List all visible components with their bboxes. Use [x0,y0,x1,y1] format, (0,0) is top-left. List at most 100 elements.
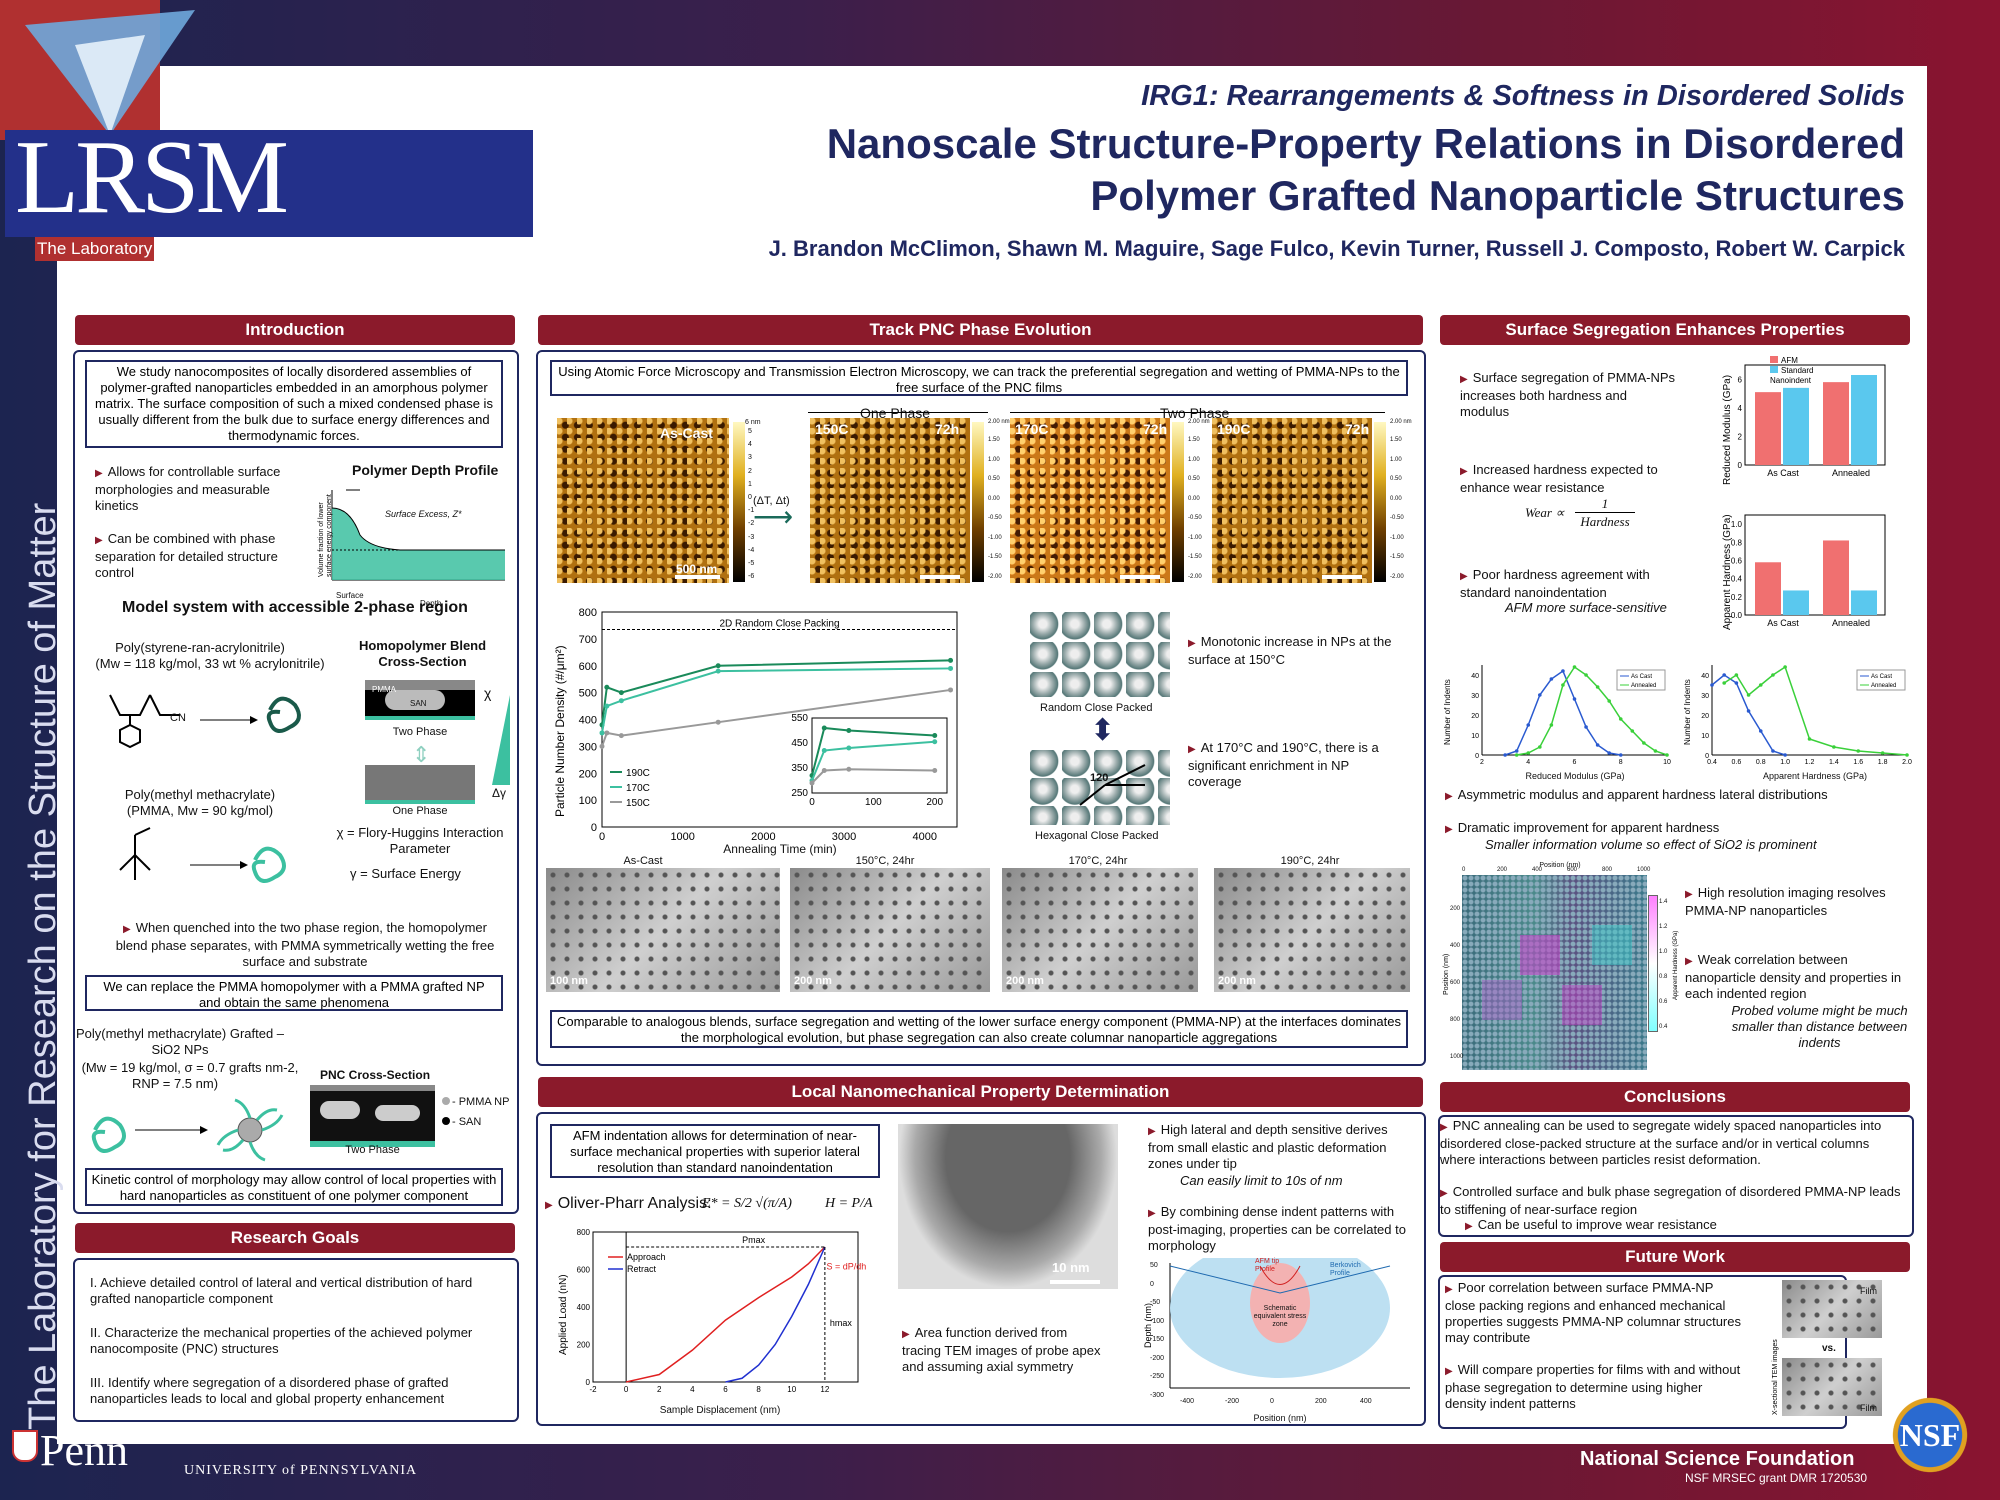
hist1-point-1 [1642,741,1646,745]
map-ylabel: Position (nm) [1443,953,1450,995]
grafted-np-icon [91,1098,284,1162]
rcp-label: Random Close Packed [1040,702,1153,714]
map-ytick: 400 [1450,943,1461,949]
map-ytick: 800 [1450,1017,1461,1023]
cb1-tick: 1 [748,480,752,488]
triangle-logo-icon [25,10,195,135]
density-ytick: 500 [579,688,597,700]
density-point-190C [618,690,624,696]
density-ytick: 300 [579,741,597,753]
hist2-xtick: 0.4 [1707,759,1717,766]
density-ytick: 700 [579,634,597,646]
cb-tick: -1.00 [988,534,1002,541]
rm-chart-bar-As Cast-0 [1755,392,1781,465]
goal-1: I. Achieve detailed control of lateral a… [90,1275,473,1306]
authors: J. Brandon McClimon, Shawn M. Maguire, S… [768,236,1905,261]
tem-scale-2: 200 nm [794,975,832,987]
op-xlabel: Sample Displacement (nm) [659,1405,781,1416]
hist1-point-1 [1538,745,1542,749]
afm-150c-temp: 150C [815,421,849,437]
quench-text: When quenched into the two phase region,… [110,920,500,970]
op-xtick: 4 [690,1385,695,1394]
hex-angle-icon [1079,764,1146,806]
hist1-point-1 [1595,685,1600,689]
hardness-map-hot-3 [1562,985,1602,1025]
op-label: Oliver-Pharr Analysis: [545,1196,712,1214]
pnc-title: PNC Cross-Section [320,1068,431,1082]
modulus-histogram: 0 10 20 30 40 2 4 6 8 10 As Cast Annealed [1471,665,1671,766]
cb1-tick: -1 [748,507,755,515]
rm-legend-afm-text: AFM [1781,356,1798,365]
hardness-map [1462,875,1647,1070]
poster-title-line1: Nanoscale Structure-Property Relations i… [826,120,1905,167]
cb-tick: 1.50 [1390,437,1402,443]
inset-xtick: 0 [809,797,815,808]
hist1-point-1 [1549,723,1554,727]
anneal-arrow-label: (ΔT, Δt) [753,495,790,507]
density-ytick: 400 [579,715,597,727]
hist1-ytick: 40 [1471,673,1479,680]
density-point-150C [618,733,624,739]
two-phase-cross-section [365,680,475,720]
inset-point-190C [821,725,827,731]
hist1-legend-ann: Annealed [1631,683,1656,689]
cb-tick: -2.00 [1188,573,1202,580]
area-fn-bullet: Area function derived from tracing TEM i… [902,1325,1102,1375]
intro-summary: We study nanocomposites of locally disor… [85,360,503,448]
cb1-tick: 0 [748,494,752,501]
one-phase-cross-section [365,765,475,804]
map-xtick: 400 [1532,867,1543,873]
lrsm-logo-block: Materials Research Science & Engineering… [0,0,550,261]
hist1-point-0 [1595,743,1600,747]
hist2-legend-cast: As Cast [1871,674,1892,680]
ah-chart-ytick: 0.0 [1731,611,1743,620]
depth-xlabel: Position (nm) [1253,1413,1307,1423]
hardness-map-cool [1592,925,1632,965]
density-legend-190C: 190C [626,768,650,779]
blend-pmma-label: PMMA [372,685,396,694]
cb-tick: 0.50 [1390,476,1402,482]
cb-tick: 1.50 [1188,437,1200,443]
surface-bullet-1: Surface segregation of PMMA-NPs increase… [1460,370,1675,420]
hist1-ytick: 30 [1471,693,1479,700]
op-xtick: -2 [589,1385,597,1394]
rm-chart-cat: Annealed [1832,468,1870,478]
conclusion-2: Controlled surface and bulk phase segreg… [1440,1184,1905,1218]
cb-tick: -1.50 [1188,554,1202,560]
map-xtick: 1000 [1637,867,1651,873]
hist2-point-0 [1746,709,1751,713]
san-props: (Mw = 118 kg/mol, 33 wt % acrylonitrile) [95,656,325,671]
op-legend-retract: Retract [627,1264,657,1274]
inset-point-150C [821,768,827,773]
nsf-logo-text: NSF [1899,1416,1961,1453]
hist2-xtick: 0.6 [1732,759,1742,766]
afm-colorbar-4 [1374,422,1386,582]
inset-ytick: 250 [791,788,808,799]
inset-series-150C [811,768,935,784]
density-point-170C [715,668,721,674]
map-colorbar [1648,895,1658,1032]
hist2-point-1 [1880,751,1885,755]
op-s-label: S = dP/dh [827,1262,867,1272]
hist2-xlabel: Apparent Hardness (GPa) [1762,771,1868,781]
ah-chart-ytick: 1.0 [1731,520,1743,529]
san-blob [385,690,445,710]
random-packed-spheres [1030,612,1170,697]
reduced-modulus-chart: 0 2 4 6 As Cast Annealed [1738,364,1886,478]
cb1-tick: -3 [748,533,755,541]
op-ytick: 400 [577,1303,591,1312]
goals-panel [73,1258,519,1422]
berkovich-label: Berkovich Profile [1330,1262,1361,1277]
density-legend-150C: 150C [626,798,650,809]
depth-profile-ylabel: Volume fraction of lower surface energy … [318,494,333,577]
future-film-2: Film [1860,1403,1877,1413]
op-legend-approach: Approach [627,1252,666,1262]
hist1-point-0 [1503,753,1507,757]
density-ytick: 200 [579,768,597,780]
probe-scalebar [1050,1280,1100,1284]
tem-image-as-cast [546,868,780,992]
op-series-Approach [625,1246,826,1383]
hardness-histogram: 0 10 20 30 40 0.4 0.6 0.8 1.0 1.2 1.4 1.6 1.8 2.0 As C… [1701,665,1912,766]
density-xlabel: Annealing Time (min) [723,842,837,856]
afm-170c-temp: 170C [1015,421,1049,437]
